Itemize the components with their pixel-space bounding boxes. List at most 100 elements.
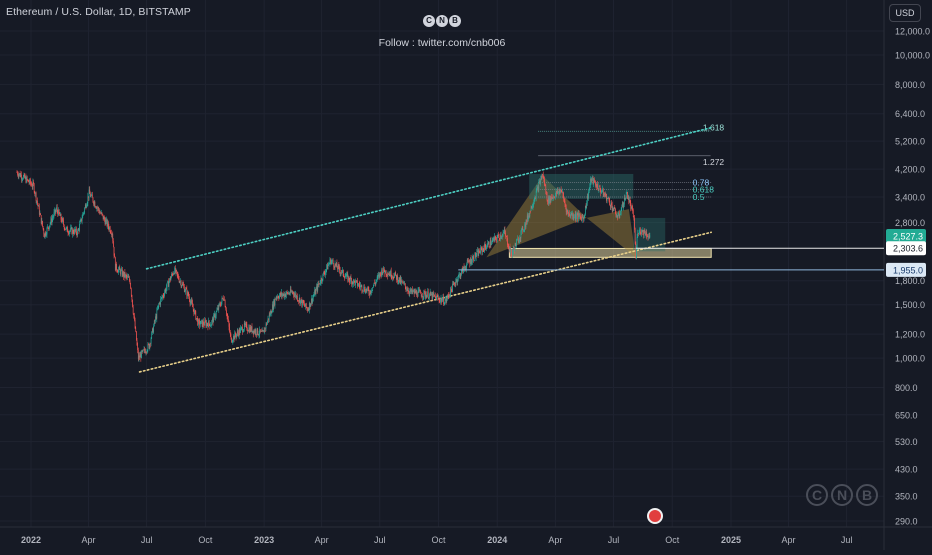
- candle-body: [352, 281, 354, 284]
- candle-body: [444, 300, 446, 305]
- candle-body: [565, 206, 567, 213]
- candle-body: [301, 299, 303, 306]
- candle-body: [353, 279, 354, 284]
- candle-body: [438, 297, 440, 301]
- candle-body: [366, 289, 368, 292]
- candle-body: [208, 320, 210, 324]
- candle-body: [24, 176, 26, 178]
- candle-body: [47, 226, 49, 228]
- candle-body: [215, 315, 216, 318]
- candle-body: [339, 270, 341, 274]
- candle-body: [490, 240, 492, 245]
- candle-body: [187, 291, 189, 296]
- candle-body: [162, 295, 163, 298]
- candle-body: [525, 220, 527, 228]
- candle-body: [484, 244, 486, 247]
- candle-body: [436, 295, 438, 297]
- candle-body: [317, 283, 319, 291]
- price-label-bg-blue-line: [886, 262, 926, 277]
- candle-body: [599, 185, 600, 187]
- candle-body: [478, 250, 480, 256]
- candle-body: [323, 272, 325, 274]
- candle-body: [141, 350, 142, 359]
- candle-body: [131, 295, 133, 300]
- candle-body: [515, 243, 517, 247]
- candle-body: [360, 285, 361, 288]
- candle-body: [472, 256, 474, 259]
- candle-body: [104, 217, 105, 220]
- logo-letter-c: C: [423, 14, 435, 27]
- candle-body: [357, 285, 359, 287]
- candle-body: [38, 206, 40, 207]
- currency-button[interactable]: USD: [889, 4, 921, 22]
- candle-body: [572, 213, 573, 217]
- candle-body: [143, 349, 144, 351]
- candle-body: [64, 228, 66, 230]
- candle-body: [447, 295, 448, 299]
- candle-body: [39, 213, 41, 215]
- candle-body: [243, 329, 245, 332]
- candle-body: [28, 179, 29, 182]
- candle-body: [242, 327, 243, 333]
- candle-body: [576, 213, 578, 216]
- earnings-event-icon[interactable]: [647, 508, 663, 524]
- candle-body: [359, 285, 361, 288]
- candle-body: [411, 289, 413, 293]
- candle-body: [182, 283, 183, 286]
- x-axis[interactable]: 2022 Apr Jul Oct 2023 Apr Jul Oct 2024 Apr Jul Oct 2…: [21, 535, 852, 545]
- symbol-title[interactable]: Ethereum / U.S. Dollar, 1D, BITSTAMP: [6, 6, 191, 18]
- x-tick-label: 2023: [254, 535, 274, 545]
- candle-body: [413, 290, 414, 292]
- candle-body: [540, 178, 542, 180]
- candle-body: [72, 229, 74, 233]
- candle-body: [548, 197, 550, 204]
- candle-body: [608, 197, 610, 201]
- candle-body: [326, 264, 328, 270]
- candle-body: [540, 178, 542, 184]
- candle-body: [147, 344, 149, 351]
- candle-body: [264, 328, 266, 333]
- y-axis[interactable]: 12,000.0 10,000.0 8,000.0 6,400.0 5,200.0 4,2…: [895, 27, 930, 527]
- candle-body: [344, 276, 346, 279]
- candle-body: [628, 198, 630, 203]
- candle-body: [63, 224, 65, 229]
- candle-body: [71, 227, 73, 235]
- candle-body: [332, 260, 333, 262]
- candle-body: [111, 233, 112, 235]
- candle-body: [528, 215, 529, 220]
- candle-body: [118, 267, 120, 270]
- bottom-logo-letter-c: C: [806, 484, 828, 506]
- candle-body: [203, 321, 204, 325]
- candle-body: [635, 243, 637, 259]
- candle-body: [275, 298, 276, 300]
- candle-body: [385, 270, 387, 275]
- candle-body: [585, 205, 587, 208]
- candle-body: [480, 247, 481, 253]
- candle-body: [275, 297, 277, 300]
- candle-body: [294, 294, 296, 297]
- candle-body: [259, 329, 261, 332]
- candle-body: [179, 281, 181, 283]
- candle-body: [557, 190, 559, 193]
- candle-body: [500, 234, 501, 240]
- candle-body: [91, 194, 93, 196]
- candle-body: [585, 205, 586, 215]
- candle-body: [543, 177, 545, 180]
- candle-body: [109, 227, 110, 230]
- candle-body: [374, 283, 376, 284]
- candle-body: [464, 267, 466, 269]
- candle-body: [625, 192, 627, 199]
- candle-body: [579, 215, 581, 217]
- candle-body: [42, 226, 44, 230]
- candle-body: [283, 293, 285, 297]
- candle-body: [567, 210, 568, 213]
- candle-body: [355, 280, 356, 285]
- candle-body: [638, 232, 640, 234]
- candle-body: [58, 209, 59, 216]
- candle-body: [197, 320, 199, 326]
- candle-body: [31, 184, 32, 187]
- candle-body: [396, 275, 398, 280]
- candle-body: [196, 317, 197, 320]
